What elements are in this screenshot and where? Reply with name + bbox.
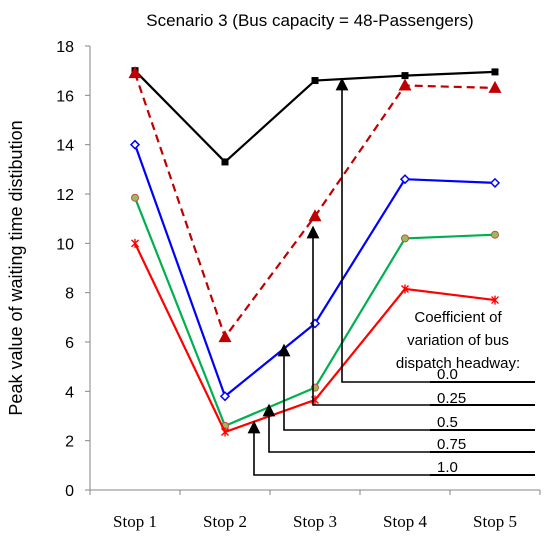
data-point-diamond — [489, 177, 501, 188]
y-tick-label: 10 — [56, 236, 74, 253]
callout-label: 0.5 — [437, 414, 458, 431]
data-point-diamond — [129, 139, 141, 150]
data-point-square — [221, 158, 229, 166]
data-point-diamond — [219, 391, 231, 402]
data-point-star — [131, 238, 139, 248]
callout-arrow — [262, 403, 430, 453]
legend-annotations: Coefficient of variation of bus dispatch h… — [247, 77, 535, 476]
series-layer — [128, 66, 502, 437]
callout-underline — [430, 474, 535, 476]
data-point-star — [491, 295, 499, 305]
series-0-5 — [129, 139, 501, 402]
data-point-star — [401, 284, 409, 294]
callout-label: 0.75 — [437, 436, 466, 453]
y-axis-label: Peak value of waiting time distibution — [6, 120, 26, 415]
data-point-triangle — [398, 78, 412, 91]
data-point-circle — [491, 230, 499, 239]
callout-arrow — [306, 225, 430, 406]
data-point-triangle — [218, 330, 232, 343]
x-tick-label: Stop 2 — [203, 512, 247, 531]
callout-arrow — [277, 343, 430, 431]
y-tick-label: 14 — [56, 138, 74, 155]
callout-underline — [430, 381, 535, 383]
data-point-diamond — [399, 174, 411, 185]
series-0-25 — [128, 66, 502, 343]
y-tick-label: 6 — [65, 335, 74, 352]
annotation-title-line: Coefficient of — [414, 309, 502, 326]
data-point-triangle — [128, 66, 142, 79]
annotation-title-line: dispatch headway: — [396, 355, 520, 372]
callout-label: 1.0 — [437, 459, 458, 476]
callout-arrow — [247, 420, 430, 476]
x-tick-label: Stop 3 — [293, 512, 337, 531]
series-line — [134, 69, 496, 164]
y-tick-label: 0 — [65, 483, 74, 500]
callout-underline — [430, 429, 535, 431]
annotation-title-line: variation of bus — [407, 332, 509, 349]
data-point-circle — [131, 193, 139, 202]
callout-label: 0.0 — [437, 366, 458, 383]
data-point-star — [221, 427, 229, 437]
series-0-0 — [131, 67, 499, 166]
data-point-triangle — [308, 209, 322, 222]
callout-arrow — [335, 77, 430, 383]
callout-label: 0.25 — [437, 390, 466, 407]
x-tick-label: Stop 4 — [383, 512, 427, 531]
x-tick-label: Stop 1 — [113, 512, 157, 531]
y-tick-label: 16 — [56, 88, 74, 105]
data-point-triangle — [488, 80, 502, 93]
data-point-square — [311, 77, 319, 85]
data-point-square — [491, 68, 499, 76]
y-tick-label: 12 — [56, 187, 74, 204]
y-tick-label: 2 — [65, 434, 74, 451]
data-point-square — [401, 72, 409, 80]
x-tick-label: Stop 5 — [473, 512, 517, 531]
y-tick-label: 18 — [56, 39, 74, 56]
callout-underline — [430, 451, 535, 453]
data-point-circle — [401, 234, 409, 243]
y-tick-label: 8 — [65, 286, 74, 303]
axes: 0 2 4 6 8 10 12 14 16 18 Stop 1 Stop 2 Stop 3 Stop 4 S… — [56, 39, 541, 531]
callout-underline — [430, 404, 535, 406]
y-tick-label: 4 — [65, 384, 74, 401]
chart-title: Scenario 3 (Bus capacity = 48-Passengers… — [146, 11, 473, 30]
